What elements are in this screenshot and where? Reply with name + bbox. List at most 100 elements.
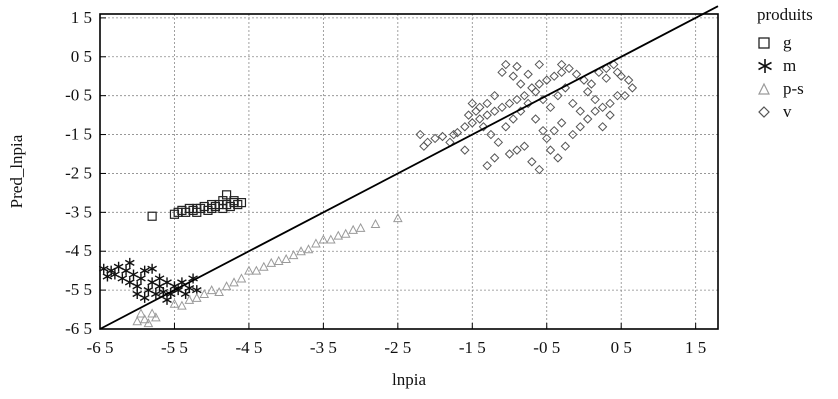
data-point-v bbox=[482, 98, 492, 109]
data-point-m bbox=[98, 263, 109, 274]
data-point-v bbox=[534, 59, 545, 70]
y-tick-label: -4 5 bbox=[65, 241, 92, 260]
y-tick-label: 0 5 bbox=[71, 47, 92, 66]
data-point-v bbox=[545, 102, 556, 113]
data-point-v bbox=[478, 122, 489, 132]
data-point-v bbox=[489, 106, 500, 116]
legend-item-v: v bbox=[757, 100, 813, 123]
y-tick-label: -1 5 bbox=[65, 125, 92, 144]
data-point-v bbox=[609, 59, 619, 70]
legend-label-v: v bbox=[783, 102, 792, 121]
data-point-p-s bbox=[296, 246, 306, 256]
data-point-v bbox=[571, 69, 582, 79]
y-tick-label: 1 5 bbox=[71, 8, 92, 27]
data-point-v bbox=[437, 131, 448, 142]
data-point-v bbox=[460, 122, 470, 132]
legend-label-m: m bbox=[783, 56, 797, 75]
data-point-v bbox=[605, 110, 615, 120]
data-point-v bbox=[582, 114, 593, 124]
data-point-g bbox=[147, 211, 157, 221]
data-point-p-s bbox=[318, 234, 329, 244]
data-point-p-s bbox=[288, 250, 299, 260]
data-point-v bbox=[501, 122, 511, 132]
data-point-p-s bbox=[311, 238, 321, 248]
data-point-v bbox=[497, 67, 507, 78]
data-point-p-s bbox=[132, 316, 143, 326]
data-point-v bbox=[430, 133, 440, 144]
reference-line bbox=[99, 5, 719, 330]
data-point-v bbox=[463, 110, 474, 120]
data-point-v bbox=[530, 114, 541, 124]
x-tick-label: -4 5 bbox=[235, 338, 262, 357]
data-point-m bbox=[124, 257, 135, 268]
data-point-v bbox=[493, 137, 504, 148]
data-point-g bbox=[192, 203, 202, 214]
data-point-m bbox=[136, 273, 146, 284]
data-point-v bbox=[553, 153, 563, 163]
legend-label-p-s: p-s bbox=[783, 79, 804, 98]
x-tick-label: -0 5 bbox=[533, 338, 560, 357]
data-point-v bbox=[568, 129, 578, 140]
data-point-p-s bbox=[355, 222, 366, 232]
data-point-v bbox=[482, 110, 492, 120]
x-tick-label: -1 5 bbox=[459, 338, 486, 357]
data-point-v bbox=[590, 94, 600, 105]
data-point-v bbox=[460, 145, 470, 155]
y-ticks: -6 5 -5 5 -4 5 -3 5 -2 5 -1 5 -0 5 0 5 1 5 bbox=[65, 8, 106, 338]
data-point-v bbox=[448, 129, 459, 140]
data-point-v bbox=[475, 102, 485, 113]
data-point-v bbox=[556, 118, 567, 128]
data-points bbox=[98, 59, 638, 328]
data-point-v bbox=[512, 61, 522, 72]
data-point-v bbox=[623, 75, 634, 85]
data-point-m bbox=[102, 271, 113, 282]
data-point-v bbox=[534, 164, 545, 175]
data-point-v bbox=[504, 98, 515, 109]
data-point-p-s bbox=[273, 255, 284, 265]
data-point-m bbox=[162, 277, 172, 288]
data-point-v bbox=[512, 94, 522, 105]
data-point-v bbox=[519, 90, 530, 101]
data-point-v bbox=[597, 122, 608, 132]
x-tick-label: -3 5 bbox=[310, 338, 337, 357]
data-point-g bbox=[229, 196, 239, 206]
triangle-marker-icon bbox=[757, 82, 783, 96]
data-point-m bbox=[132, 289, 143, 299]
y-tick-label: -0 5 bbox=[65, 86, 92, 105]
data-point-p-s bbox=[151, 312, 161, 322]
data-point-p-s bbox=[184, 294, 195, 304]
data-point-v bbox=[579, 75, 589, 85]
data-point-p-s bbox=[281, 253, 291, 263]
plot-frame bbox=[99, 13, 719, 330]
data-point-v bbox=[542, 133, 552, 144]
data-point-v bbox=[482, 160, 492, 171]
data-point-m bbox=[154, 273, 165, 284]
x-axis-label: lnpia bbox=[392, 370, 426, 389]
data-point-v bbox=[523, 69, 533, 79]
data-point-v bbox=[527, 157, 537, 167]
y-tick-label: -6 5 bbox=[65, 319, 92, 338]
data-point-v bbox=[467, 118, 477, 128]
data-point-v bbox=[594, 67, 604, 78]
data-point-v bbox=[597, 102, 608, 113]
data-point-p-s bbox=[221, 281, 232, 291]
data-point-p-s bbox=[139, 314, 150, 324]
data-point-p-s bbox=[191, 292, 202, 302]
data-point-v bbox=[542, 75, 552, 85]
data-point-p-s bbox=[199, 288, 210, 298]
data-point-v bbox=[508, 114, 518, 124]
data-point-p-s bbox=[258, 261, 269, 271]
data-point-v bbox=[568, 98, 578, 109]
data-point-p-s bbox=[236, 273, 247, 283]
x-ticks: -6 5 -5 5 -4 5 -3 5 -2 5 -1 5 -0 5 0 5 1 5 bbox=[87, 323, 706, 357]
data-point-v bbox=[497, 102, 507, 113]
data-point-m bbox=[151, 289, 161, 299]
data-point-v bbox=[527, 83, 537, 93]
data-point-p-s bbox=[266, 257, 277, 267]
data-point-v bbox=[489, 153, 500, 163]
data-point-p-s bbox=[333, 230, 344, 240]
data-point-p-s bbox=[325, 234, 336, 244]
data-point-p-s bbox=[206, 285, 217, 295]
legend-title: produits bbox=[757, 5, 813, 24]
